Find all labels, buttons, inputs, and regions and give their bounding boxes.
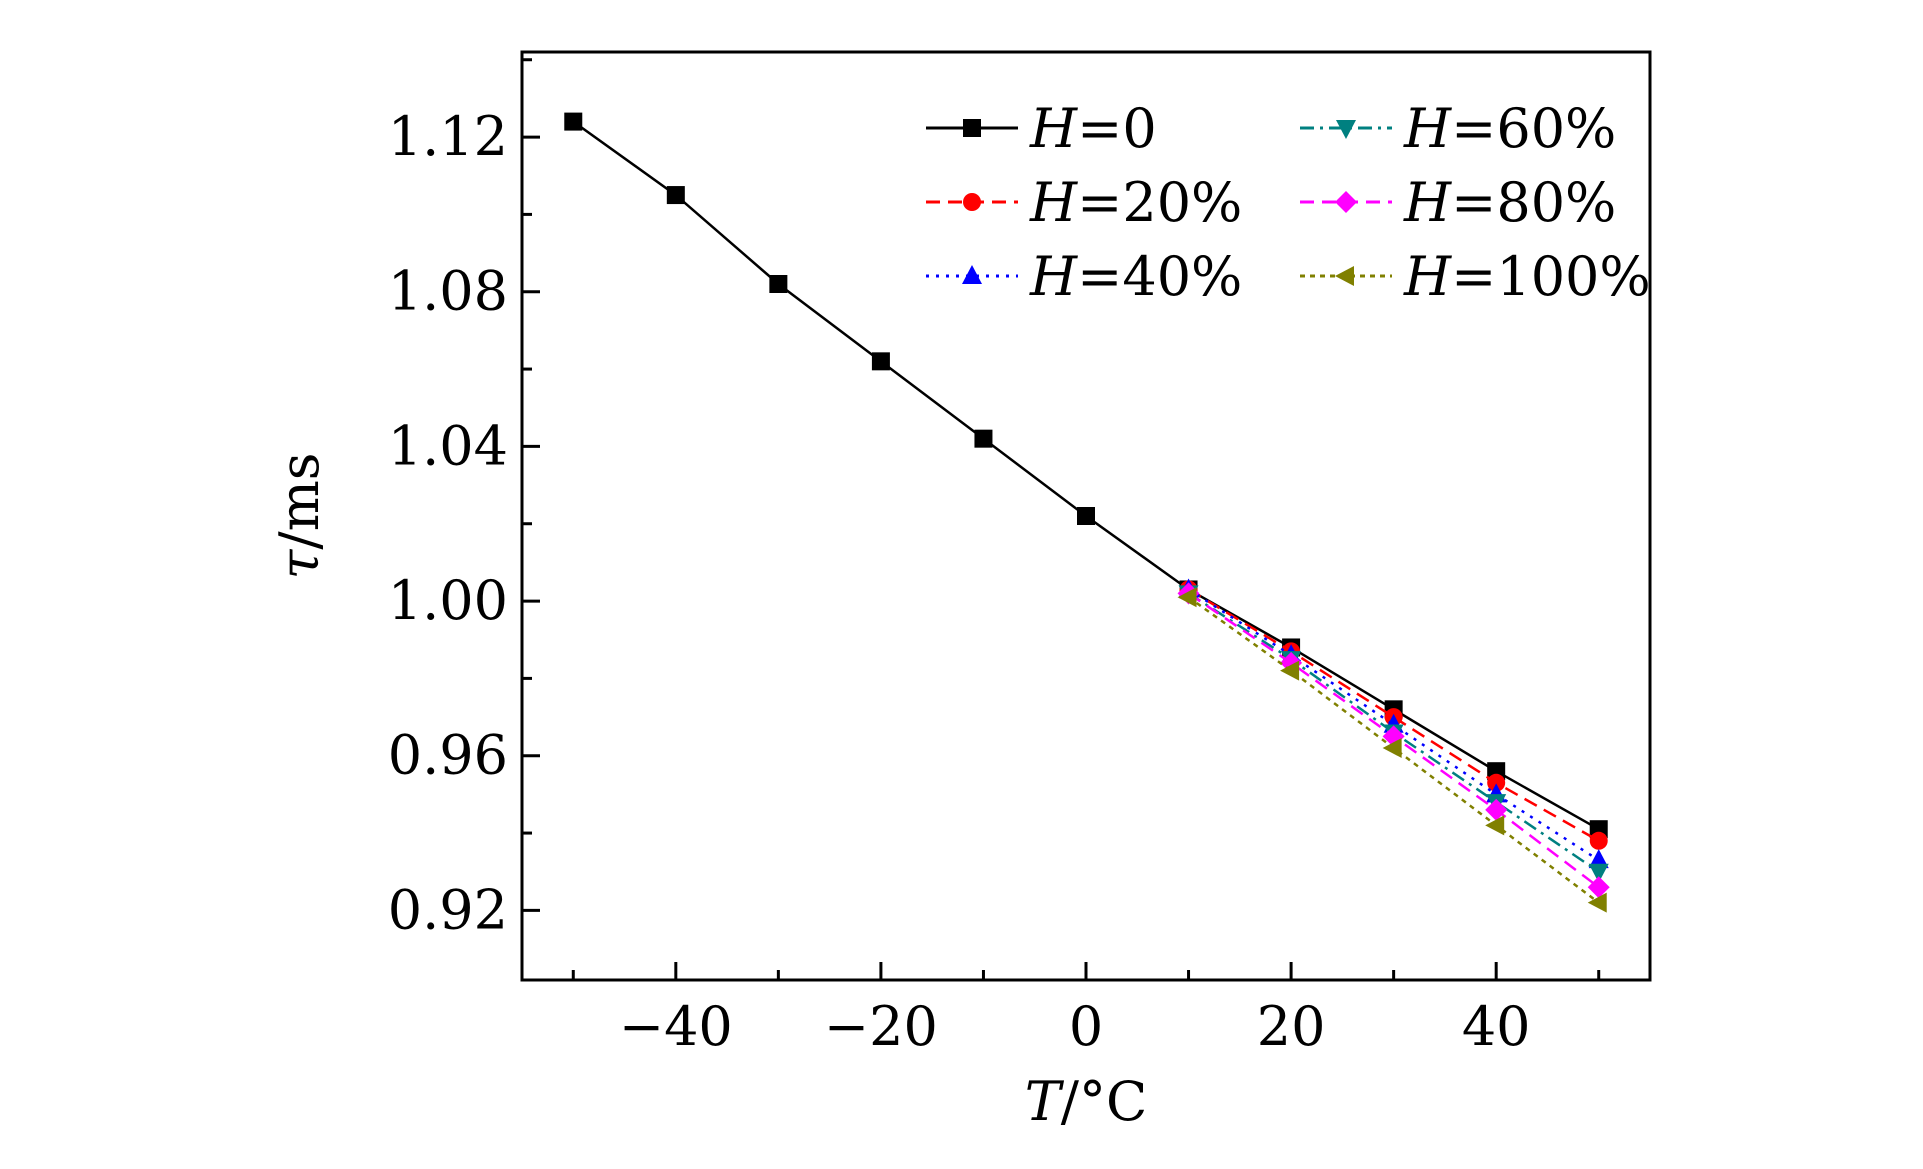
legend-label: H=100% — [1403, 245, 1651, 308]
legend-label-value: =40% — [1077, 245, 1242, 308]
legend-label: H=20% — [1029, 171, 1242, 234]
data-point — [1485, 798, 1508, 821]
legend-swatch-marker — [1336, 120, 1356, 139]
data-point — [1177, 587, 1197, 608]
data-point — [1077, 507, 1095, 525]
series-layer — [564, 112, 1610, 913]
legend-swatch-marker — [963, 119, 981, 137]
data-point — [1487, 773, 1506, 792]
y-tick-label: 0.96 — [388, 724, 508, 787]
legend-label-value: =100% — [1451, 245, 1651, 308]
y-tick-label: 1.00 — [388, 569, 508, 632]
x-tick-label: 20 — [1257, 995, 1326, 1058]
x-tick-label: −20 — [824, 995, 938, 1058]
y-axis-label-unit: /ms — [268, 453, 331, 550]
legend-item: H=100% — [1300, 245, 1651, 308]
legend-label: H=40% — [1029, 245, 1242, 308]
series-line — [1187, 592, 1600, 873]
legend-item: H=40% — [926, 245, 1242, 308]
y-axis-label: τ/ms — [268, 453, 331, 580]
legend-label-symbol: H — [1029, 171, 1078, 234]
legend-item: H=0 — [926, 97, 1157, 160]
x-tick-label: 40 — [1462, 995, 1531, 1058]
legend: H=0H=20%H=40%H=60%H=80%H=100% — [926, 97, 1651, 308]
legend-label-value: =0 — [1077, 97, 1157, 160]
legend-item: H=80% — [1300, 171, 1616, 234]
legend-label-value: =80% — [1451, 171, 1616, 234]
legend-swatch-marker — [963, 193, 981, 211]
legend-label-symbol: H — [1403, 245, 1452, 308]
data-point — [1280, 660, 1300, 681]
legend-swatch-marker — [1335, 266, 1354, 286]
x-axis-label: T/°C — [1025, 1070, 1148, 1133]
legend-label-symbol: H — [1029, 245, 1078, 308]
data-point — [769, 275, 788, 293]
y-tick-label: 1.12 — [388, 105, 508, 168]
data-point — [1588, 863, 1609, 883]
legend-label: H=60% — [1403, 97, 1616, 160]
series-5 — [1177, 587, 1607, 913]
series-line — [1187, 588, 1600, 842]
data-point — [974, 429, 993, 448]
legend-label-value: =60% — [1451, 97, 1616, 160]
x-tick-label: −40 — [619, 995, 733, 1058]
legend-swatch-marker — [962, 265, 982, 284]
legend-label: H=0 — [1029, 97, 1157, 160]
y-tick-label: 1.08 — [388, 260, 508, 323]
legend-label: H=80% — [1403, 171, 1616, 234]
data-point — [1587, 876, 1610, 899]
x-tick-label: 0 — [1069, 995, 1103, 1058]
y-axis-label-symbol: τ — [268, 549, 331, 580]
x-axis-label-unit: /°C — [1061, 1070, 1148, 1133]
data-point — [564, 112, 583, 131]
legend-label-symbol: H — [1403, 171, 1452, 234]
legend-label-symbol: H — [1403, 97, 1452, 160]
data-point — [1382, 738, 1402, 758]
x-axis-label-symbol: T — [1025, 1070, 1065, 1133]
legend-item: H=20% — [926, 171, 1242, 234]
series-4 — [1177, 582, 1610, 899]
legend-label-symbol: H — [1029, 97, 1078, 160]
y-tick-label: 0.92 — [388, 878, 508, 941]
data-point — [1587, 892, 1607, 913]
legend-label-value: =20% — [1077, 171, 1242, 234]
data-point — [666, 186, 685, 205]
data-point — [871, 352, 890, 371]
data-point — [1485, 815, 1505, 836]
data-point — [1588, 849, 1609, 869]
legend-item: H=60% — [1300, 97, 1616, 160]
axis-layer: −40 −20 0 20 40 0.92 0.96 1.00 1.04 1.08 1.12 — [388, 58, 1601, 1058]
data-point — [1589, 831, 1608, 850]
series-2 — [1178, 578, 1609, 869]
legend-swatch-marker — [1335, 191, 1357, 213]
y-tick-label: 1.04 — [388, 414, 508, 477]
series-line — [1187, 588, 1600, 862]
